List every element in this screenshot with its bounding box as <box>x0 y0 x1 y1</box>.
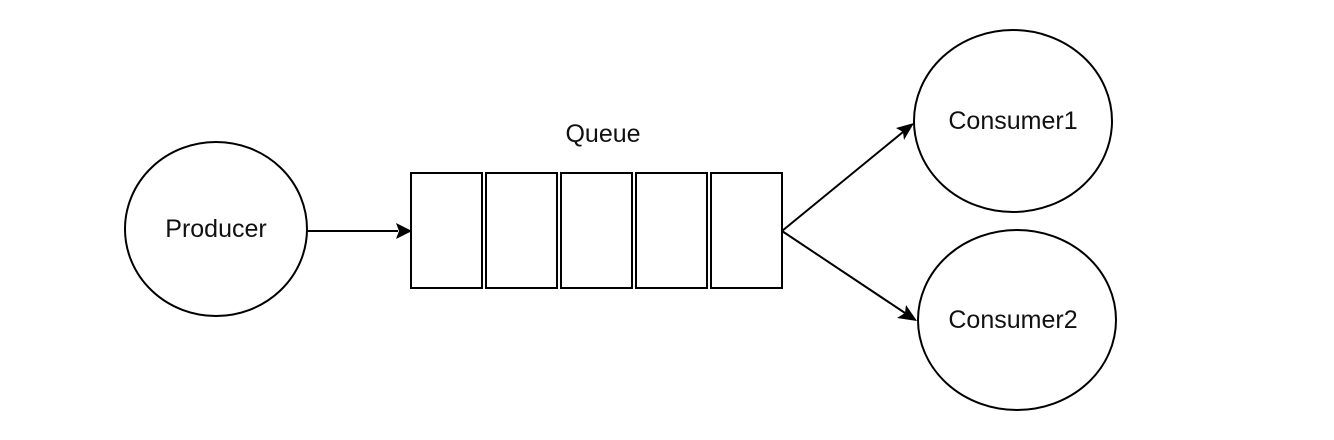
consumer1-circle <box>913 29 1113 213</box>
queue-slot <box>710 172 783 289</box>
producer-circle <box>124 141 308 317</box>
producer-node: Producer <box>124 141 308 317</box>
consumer1-node: Consumer1 <box>913 29 1113 213</box>
edge-queue-consumer2-line <box>781 230 906 314</box>
edge-producer-to-queue <box>307 223 412 239</box>
arrow-head-consumer1 <box>896 123 914 140</box>
consumer2-circle <box>917 229 1117 411</box>
edge-queue-to-consumer1 <box>781 123 914 232</box>
arrow-head-producer-queue <box>396 223 412 239</box>
queue-slot <box>485 172 558 289</box>
consumer2-node: Consumer2 <box>917 229 1117 411</box>
consumer1-label: Consumer1 <box>948 107 1077 135</box>
producer-label: Producer <box>165 215 266 243</box>
arrow-head-consumer2 <box>897 305 917 321</box>
edge-queue-consumer1-line <box>781 131 904 232</box>
queue-slot <box>560 172 633 289</box>
edge-queue-to-consumer2 <box>781 230 917 321</box>
queue-container <box>410 172 783 289</box>
queue-label: Queue <box>565 120 640 148</box>
queue-slot <box>410 172 483 289</box>
consumer2-label: Consumer2 <box>948 306 1077 334</box>
queue-slot <box>635 172 708 289</box>
